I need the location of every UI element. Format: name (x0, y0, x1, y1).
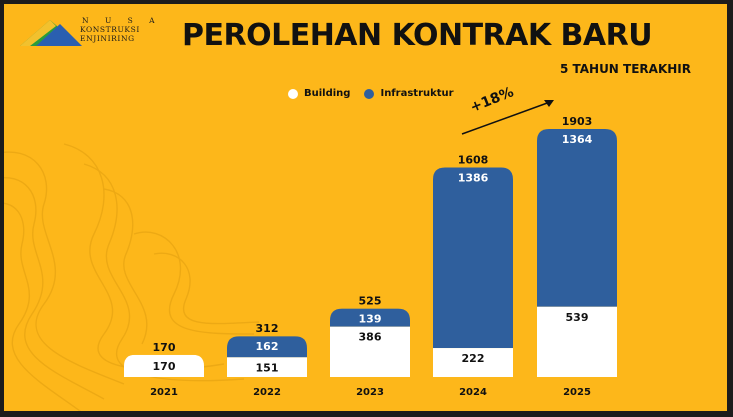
logo-line-3: ENJINIRING (80, 34, 135, 43)
building-label-2021: 170 (153, 360, 176, 373)
legend-swatch-building (288, 88, 298, 99)
company-logo (20, 20, 82, 46)
page-title: PEROLEHAN KONTRAK BARU (182, 18, 653, 53)
category-label-2024: 2024 (459, 387, 487, 398)
infrastruktur-label-2025: 1364 (562, 133, 593, 146)
total-label-2022: 312 (256, 322, 279, 335)
chart-legend: Building Infrastruktur (288, 88, 454, 99)
bar-chart: 170 170 2021 312 162 151 2022 525 139 386 2023 1608… (124, 100, 617, 398)
category-label-2022: 2022 (253, 387, 281, 398)
bar-building-2025 (537, 306, 617, 377)
legend-item-building: Building (288, 88, 350, 99)
slide: N U S A KONSTRUKSI ENJINIRING PEROLEHAN … (4, 4, 727, 411)
bar-building-2022 (227, 357, 307, 377)
building-label-2024: 222 (462, 352, 485, 365)
legend-item-infrastruktur: Infrastruktur (364, 88, 454, 99)
category-label-2025: 2025 (563, 387, 591, 398)
bar-building-2023 (330, 326, 410, 377)
bar-building-2021 (124, 354, 204, 377)
page-subtitle: 5 TAHUN TERAKHIR (559, 62, 691, 76)
bar-infrastruktur-2025 (537, 129, 617, 307)
bar-infrastruktur-2022 (227, 336, 307, 358)
category-label-2021: 2021 (150, 387, 178, 398)
legend-swatch-infrastruktur (364, 88, 375, 99)
logo-line-2: KONSTRUKSI (80, 25, 140, 34)
bar-building-2024 (433, 348, 513, 377)
infrastruktur-label-2024: 1386 (458, 171, 489, 184)
building-label-2025: 539 (566, 311, 589, 324)
infrastruktur-label-2022: 162 (256, 340, 279, 353)
contour-pattern (4, 143, 260, 411)
logo-text: N U S A KONSTRUKSI ENJINIRING (80, 16, 162, 43)
total-label-2024: 1608 (458, 153, 489, 166)
category-label-2023: 2023 (356, 387, 384, 398)
bar-infrastruktur-2024 (433, 167, 513, 349)
total-label-2021: 170 (153, 341, 176, 354)
logo-line-1: N U S A (82, 16, 162, 25)
total-label-2023: 525 (359, 295, 382, 308)
legend-label-building: Building (304, 88, 351, 99)
building-label-2023: 386 (359, 331, 382, 344)
growth-arrow (461, 101, 551, 135)
total-label-2025: 1903 (562, 115, 593, 128)
building-label-2022: 151 (256, 361, 279, 374)
legend-label-infrastruktur: Infrastruktur (380, 88, 454, 99)
infrastruktur-label-2023: 139 (359, 313, 382, 326)
growth-arrow-head (544, 100, 554, 107)
bar-infrastruktur-2023 (330, 308, 410, 327)
